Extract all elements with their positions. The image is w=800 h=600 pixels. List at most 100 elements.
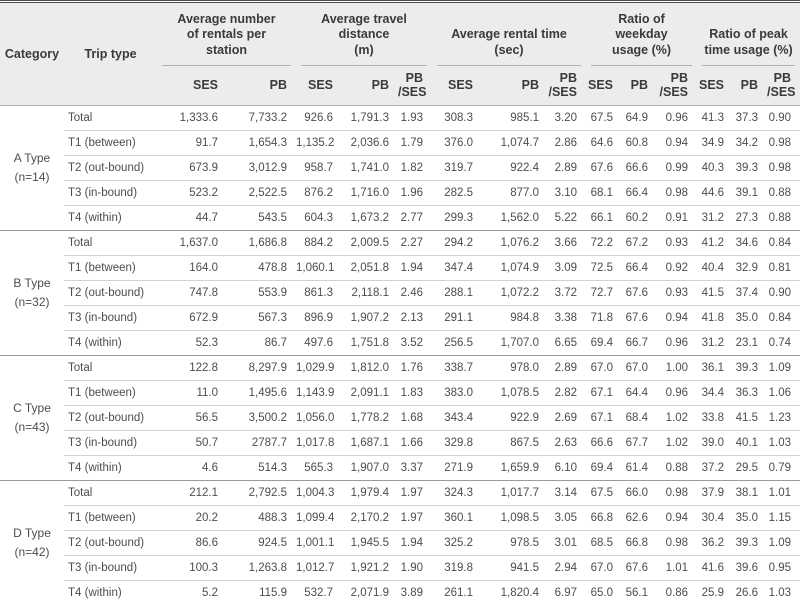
value-cell-time-pb: 877.0 xyxy=(482,180,548,206)
table-row: D Type (n=42) Total 212.1 2,792.5 1,004.3 1,9… xyxy=(0,480,800,600)
value-cell-time-ses: 319.8 xyxy=(432,555,482,581)
value-cell-peak-pb: 32.9 xyxy=(733,255,768,281)
trip-type-cell: T2 (out-bound) xyxy=(64,280,157,306)
value-cell-distance-pb-ses: 2.46 xyxy=(398,280,432,306)
value-cell-rentals-pb: 488.3 xyxy=(227,505,296,531)
value-cell-time-ses: 261.1 xyxy=(444,587,473,599)
value-cell-time-pb: 1,072.2 xyxy=(482,280,548,306)
value-cell-weekday-pb-ses: 0.96 xyxy=(657,380,698,406)
value-cell-time-pb-ses: 3.05 xyxy=(548,505,586,531)
value-cell-distance-ses: 1,143.9 xyxy=(296,380,342,406)
group-header-rentals: Average number of rentals per station xyxy=(157,2,296,66)
value-cell-peak-ses: 41.5 xyxy=(697,280,734,306)
value-cell-distance-pb-ses: 1.79 xyxy=(398,130,432,156)
group-header-peak-usage: Ratio of peak time usage (%) xyxy=(697,2,800,66)
value-cell-distance-ses: 1,099.4 xyxy=(296,505,342,531)
value-cell-weekday-pb-ses: 0.91 xyxy=(657,205,698,231)
value-cell-peak-pb: 39.1 xyxy=(733,180,768,206)
value-cell-peak-ses: 41.6 xyxy=(697,555,734,581)
subheader-peak-ses: SES xyxy=(697,65,734,106)
value-cell-peak-pb-ses: 0.84 xyxy=(767,230,800,256)
table-row: T4 (within) 4.6 514.3 565.3 1,907.0 3.37 271.9… xyxy=(0,455,800,481)
value-cell-weekday-pb-ses: 0.94 xyxy=(657,130,698,156)
value-cell-rentals-ses: 52.3 xyxy=(157,330,227,356)
value-cell-time-pb-ses: 6.65 xyxy=(548,330,586,356)
value-cell-distance-ses: 876.2 xyxy=(296,180,342,206)
trip-type-cell: T1 (between) xyxy=(64,380,157,406)
value-cell-distance-pb-ses: 1.83 xyxy=(398,380,432,406)
value-cell-time-pb: 941.5 xyxy=(482,555,548,581)
subheader-weekday-ses: SES xyxy=(586,65,622,106)
value-cell-time-pb-ses: 3.01 xyxy=(548,530,586,556)
value-cell-rentals-pb: 543.5 xyxy=(227,205,296,231)
value-cell-rentals-pb: 1,654.3 xyxy=(227,130,296,156)
value-cell-time-pb-ses: 2.94 xyxy=(548,555,586,581)
value-cell-weekday-pb: 66.6 xyxy=(622,155,657,181)
value-cell-peak-pb-ses: 0.98 xyxy=(767,155,800,181)
trip-type-cell: T2 (out-bound) xyxy=(64,530,157,556)
value-cell-rentals-pb: 514.3 xyxy=(227,455,296,481)
value-cell-peak-pb-ses: 0.90 xyxy=(767,280,800,306)
value-cell-peak-pb: 40.1 xyxy=(733,430,768,456)
group-header-weekday-usage: Ratio of weekday usage (%) xyxy=(586,2,697,66)
value-cell-peak-pb: 29.5 xyxy=(733,455,768,481)
value-cell-peak-ses: 40.4 xyxy=(697,255,734,281)
value-cell-distance-pb: 2,170.2 xyxy=(342,505,398,531)
value-cell-weekday-pb-ses: 0.98 xyxy=(657,480,698,506)
trip-type-cell: T3 (in-bound) xyxy=(64,555,157,581)
value-cell-time-pb: 1,659.9 xyxy=(482,455,548,481)
value-cell-peak-pb-ses: 0.79 xyxy=(767,455,800,481)
value-cell-rentals-ses: 11.0 xyxy=(157,380,227,406)
trip-type-cell: T4 (within) xyxy=(68,587,122,599)
value-cell-weekday-pb-ses: 0.98 xyxy=(657,180,698,206)
value-cell-weekday-pb: 66.4 xyxy=(622,255,657,281)
value-cell-time-pb: 1,074.7 xyxy=(482,130,548,156)
value-cell-rentals-pb: 1,686.8 xyxy=(227,230,296,256)
value-cell-time-pb-ses: 6.97 xyxy=(554,587,577,599)
value-cell-time-pb-ses: 2.89 xyxy=(548,355,586,381)
value-cell-time-pb: 1,074.9 xyxy=(482,255,548,281)
value-cell-weekday-pb: 67.6 xyxy=(622,555,657,581)
trip-type-cell: Total xyxy=(64,355,157,381)
subheader-time-pb-ses: PB /SES xyxy=(548,65,586,106)
value-cell-rentals-ses: 50.7 xyxy=(157,430,227,456)
value-cell-weekday-ses: 72.5 xyxy=(586,255,622,281)
value-cell-weekday-pb: 62.6 xyxy=(622,505,657,531)
value-cell-distance-ses: 1,056.0 xyxy=(296,405,342,431)
subheader-rentals-pb: PB xyxy=(227,65,296,106)
group-header-travel-distance: Average travel distance (m) xyxy=(296,2,432,66)
value-cell-time-pb-ses: 2.86 xyxy=(548,130,586,156)
value-cell-distance-pb-ses: 3.37 xyxy=(398,455,432,481)
value-cell-weekday-pb: 66.7 xyxy=(622,330,657,356)
table-row: T3 (in-bound) 672.9 567.3 896.9 1,907.2 2.13 2… xyxy=(0,305,800,331)
value-cell-distance-ses: 1,004.3 xyxy=(296,480,342,506)
group-header-rental-time: Average rental time (sec) xyxy=(432,2,586,66)
value-cell-weekday-ses: 64.6 xyxy=(586,130,622,156)
value-cell-weekday-pb: 68.4 xyxy=(622,405,657,431)
col-header-category: Category xyxy=(0,1,64,106)
value-cell-distance-pb: 1,778.2 xyxy=(342,405,398,431)
value-cell-distance-ses: 497.6 xyxy=(296,330,342,356)
value-cell-rentals-ses: 122.8 xyxy=(157,355,227,381)
table-row: T1 (between) 164.0 478.8 1,060.1 2,051.8 1.94… xyxy=(0,255,800,281)
value-cell-peak-pb: 37.4 xyxy=(733,280,768,306)
value-cell-time-ses: 347.4 xyxy=(432,255,482,281)
value-cell-time-ses: 324.3 xyxy=(432,480,482,506)
value-cell-time-pb: 984.8 xyxy=(482,305,548,331)
value-cell-weekday-pb: 61.4 xyxy=(622,455,657,481)
value-cell-time-pb: 1,076.2 xyxy=(482,230,548,256)
value-cell-distance-pb: 2,009.5 xyxy=(342,230,398,256)
value-cell-peak-pb: 39.3 xyxy=(733,155,768,181)
value-cell-peak-pb: 26.6 xyxy=(735,587,759,599)
value-cell-weekday-pb: 56.1 xyxy=(625,587,648,599)
value-cell-rentals-ses: 20.2 xyxy=(157,505,227,531)
value-cell-rentals-pb: 7,733.2 xyxy=(227,105,296,131)
value-cell-distance-pb: 1,921.2 xyxy=(342,555,398,581)
value-cell-weekday-pb-ses: 0.99 xyxy=(657,155,698,181)
value-cell-time-ses: 338.7 xyxy=(432,355,482,381)
value-cell-weekday-pb: 67.2 xyxy=(622,230,657,256)
value-cell-time-ses: 288.1 xyxy=(432,280,482,306)
value-cell-peak-ses: 37.9 xyxy=(697,480,734,506)
value-cell-distance-pb-ses: 3.52 xyxy=(398,330,432,356)
value-cell-rentals-pb: 115.9 xyxy=(259,587,287,599)
